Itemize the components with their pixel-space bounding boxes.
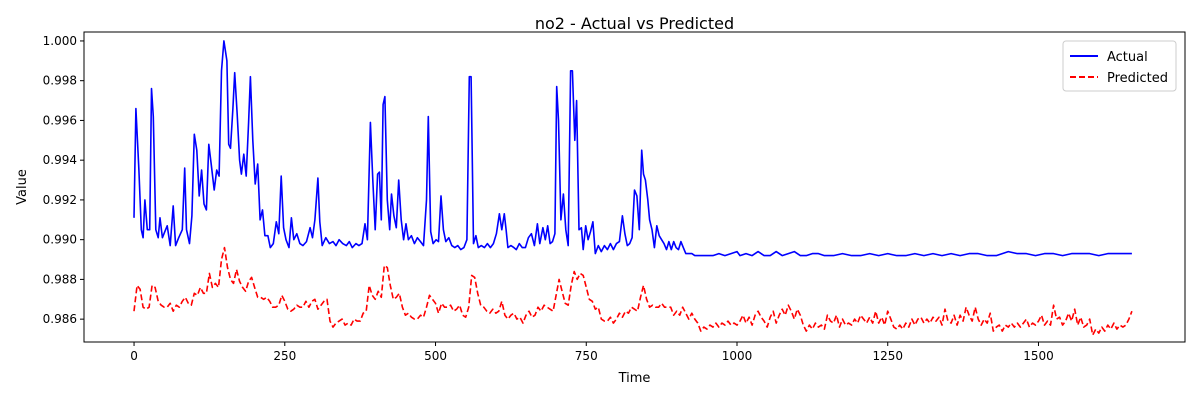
y-tick-label: 0.994 bbox=[43, 153, 77, 167]
series-line-predicted bbox=[133, 246, 1133, 336]
y-tick-label: 1.000 bbox=[43, 34, 77, 48]
x-tick-label: 0 bbox=[130, 349, 138, 363]
y-tick-label: 0.988 bbox=[43, 272, 77, 286]
x-axis-label: Time bbox=[618, 371, 651, 386]
x-tick-label: 750 bbox=[575, 349, 598, 363]
y-tick-label: 0.992 bbox=[43, 193, 77, 207]
series-line-actual bbox=[133, 40, 1132, 257]
x-tick-label: 500 bbox=[424, 349, 447, 363]
y-tick-label: 0.990 bbox=[43, 233, 77, 247]
legend-label-actual: Actual bbox=[1107, 50, 1148, 65]
plot-area bbox=[83, 31, 1186, 343]
x-tick-label: 1250 bbox=[872, 349, 903, 363]
plot-frame bbox=[83, 31, 1186, 343]
x-tick-label: 1500 bbox=[1023, 349, 1054, 363]
y-axis: 0.986 0.988 0.990 0.992 0.994 0.996 0.998 1.000 bbox=[43, 34, 84, 326]
legend-label-predicted: Predicted bbox=[1107, 71, 1168, 86]
chart-title: no2 - Actual vs Predicted bbox=[535, 14, 734, 33]
x-tick-label: 1000 bbox=[722, 349, 753, 363]
series-layer bbox=[133, 40, 1133, 336]
y-tick-label: 0.996 bbox=[43, 113, 77, 127]
legend-box bbox=[1062, 40, 1177, 92]
y-tick-label: 0.986 bbox=[43, 312, 77, 326]
x-tick-label: 250 bbox=[273, 349, 296, 363]
y-tick-label: 0.998 bbox=[43, 74, 77, 88]
legend: Actual Predicted bbox=[1062, 40, 1177, 92]
x-axis: 0 250 500 750 1000 1250 1500 bbox=[130, 342, 1054, 363]
y-axis-label: Value bbox=[15, 169, 30, 205]
